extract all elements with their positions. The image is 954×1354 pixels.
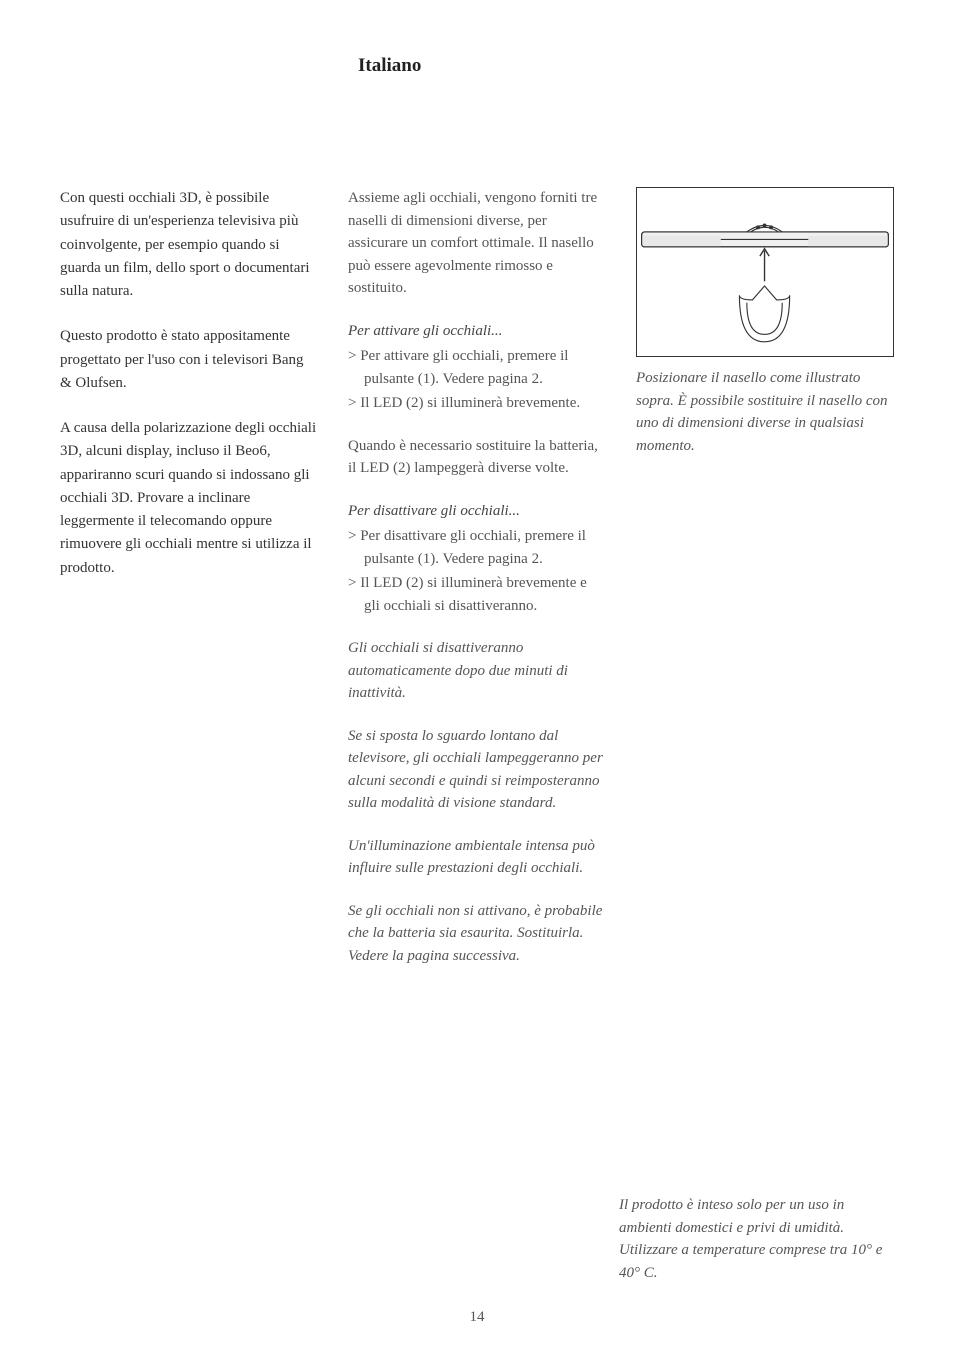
- col2-paragraph-2: Quando è necessario sostituire la batter…: [348, 435, 606, 480]
- column-2: Assieme agli occhiali, vengono forniti t…: [348, 187, 606, 987]
- glasses-figure: [636, 187, 894, 357]
- deactivate-heading: Per disattivare gli occhiali...: [348, 500, 606, 523]
- italic-note-3: Un'illuminazione ambientale intensa può …: [348, 835, 606, 880]
- intro-paragraph-3: A causa della polarizzazione degli occhi…: [60, 417, 318, 580]
- page-number: 14: [0, 1309, 954, 1326]
- column-1: Con questi occhiali 3D, è possibile usuf…: [60, 187, 318, 987]
- activate-item-2: > Il LED (2) si illuminerà brevemente.: [348, 392, 606, 415]
- col2-paragraph-1: Assieme agli occhiali, vengono forniti t…: [348, 187, 606, 300]
- intro-paragraph-1: Con questi occhiali 3D, è possibile usuf…: [60, 187, 318, 303]
- deactivate-item-1: > Per disattivare gli occhiali, premere …: [348, 525, 606, 570]
- activate-heading: Per attivare gli occhiali...: [348, 320, 606, 343]
- glasses-illustration: [637, 188, 893, 356]
- activate-list: > Per attivare gli occhiali, premere il …: [348, 345, 606, 415]
- italic-note-2: Se si sposta lo sguardo lontano dal tele…: [348, 725, 606, 815]
- content-columns: Con questi occhiali 3D, è possibile usuf…: [60, 187, 894, 987]
- deactivate-item-2: > Il LED (2) si illuminerà brevemente e …: [348, 572, 606, 617]
- intro-paragraph-2: Questo prodotto è stato appositamente pr…: [60, 325, 318, 395]
- activate-item-1: > Per attivare gli occhiali, premere il …: [348, 345, 606, 390]
- deactivate-list: > Per disattivare gli occhiali, premere …: [348, 525, 606, 617]
- page-title: Italiano: [358, 55, 894, 77]
- bottom-note: Il prodotto è inteso solo per un uso in …: [619, 1194, 894, 1284]
- italic-note-1: Gli occhiali si disattiveranno automatic…: [348, 637, 606, 705]
- italic-note-4: Se gli occhiali non si attivano, è proba…: [348, 900, 606, 968]
- column-3: Posizionare il nasello come illustrato s…: [636, 187, 894, 987]
- figure-caption: Posizionare il nasello come illustrato s…: [636, 367, 894, 457]
